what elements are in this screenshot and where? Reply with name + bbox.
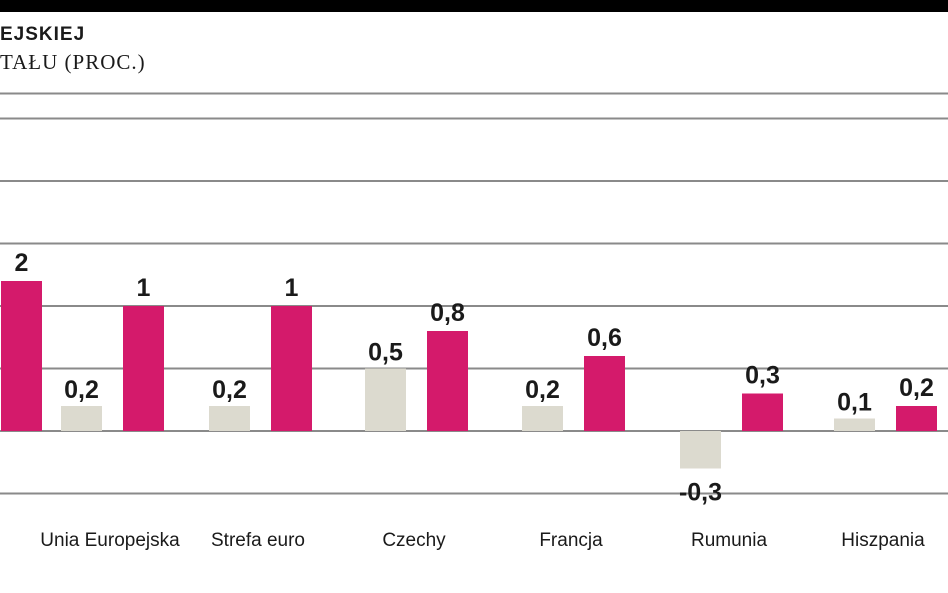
data-label: 1 (137, 274, 151, 302)
category-label: Strefa euro (211, 530, 305, 551)
data-label: 0,2 (899, 374, 934, 402)
category-label: Hiszpania (841, 530, 925, 551)
category-label: Francja (539, 530, 603, 551)
chart-subtitle: TAŁU (PROC.) (0, 50, 146, 74)
top-bar (0, 0, 948, 12)
data-label: 0,2 (212, 376, 247, 404)
bar-series-a (365, 368, 406, 431)
data-label: 0,5 (368, 339, 403, 367)
bar-series-b (123, 306, 164, 431)
bar-series-b (1, 281, 42, 431)
bar-series-a (61, 406, 102, 431)
data-label: 0,3 (745, 362, 780, 390)
data-label: -0,3 (679, 479, 722, 507)
bar-series-a (209, 406, 250, 431)
data-label: 2 (15, 249, 29, 277)
bar-series-a (522, 406, 563, 431)
bar-series-b (742, 393, 783, 431)
bar-series-b (896, 406, 937, 431)
category-label: Rumunia (691, 530, 767, 551)
data-label: 0,1 (837, 389, 872, 417)
chart-title: EJSKIEJ (0, 24, 86, 45)
bar-series-b (427, 331, 468, 431)
data-label: 0,6 (587, 324, 622, 352)
data-label: 1 (285, 274, 299, 302)
data-label: 0,8 (430, 299, 465, 327)
bar-series-b (584, 356, 625, 431)
data-label: 0,2 (64, 376, 99, 404)
bar-series-b (271, 306, 312, 431)
data-label: 0,2 (525, 376, 560, 404)
bar-series-a (680, 431, 721, 469)
bar-series-a (834, 418, 875, 431)
category-label: Czechy (382, 530, 446, 551)
category-label: Unia Europejska (40, 530, 180, 551)
